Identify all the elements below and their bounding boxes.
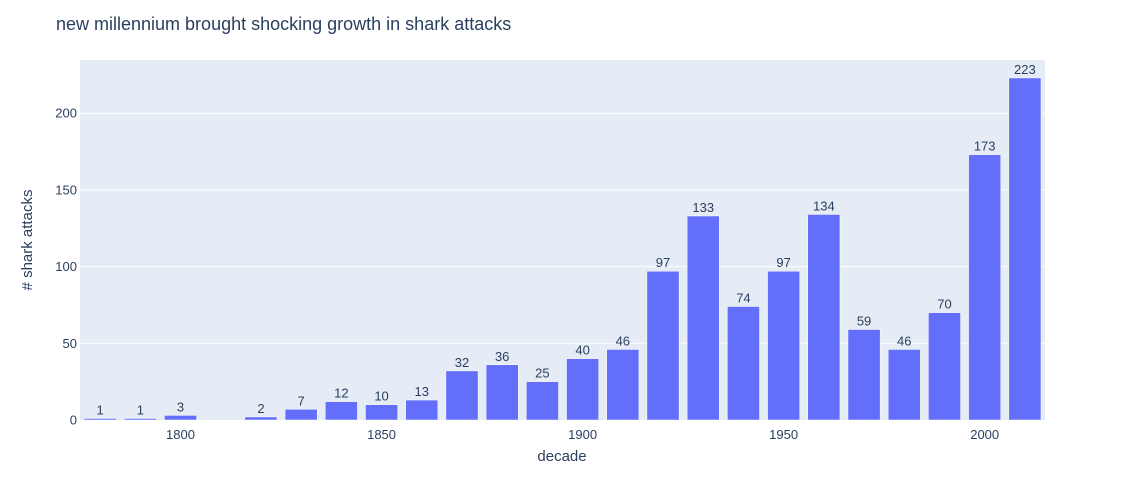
data-label: 173 <box>974 139 996 154</box>
data-label: 7 <box>298 393 305 408</box>
bar <box>566 358 599 421</box>
data-label: 74 <box>736 290 750 305</box>
y-tick-label: 200 <box>55 106 77 121</box>
y-axis-title: # shark attacks <box>19 190 36 291</box>
bar <box>244 416 278 421</box>
data-label: 12 <box>334 386 348 401</box>
data-label: 97 <box>656 255 670 270</box>
data-label: 2 <box>257 401 264 416</box>
bar <box>485 364 519 421</box>
data-label: 223 <box>1014 62 1036 77</box>
data-label: 1 <box>96 402 103 417</box>
data-label: 134 <box>813 198 835 213</box>
bar <box>405 399 439 421</box>
gridlines <box>80 112 1045 344</box>
bar <box>727 306 760 421</box>
data-label: 46 <box>616 333 630 348</box>
bar <box>646 270 680 421</box>
data-label: 40 <box>575 343 589 358</box>
data-label: 70 <box>937 297 951 312</box>
y-tick-label: 0 <box>70 413 77 428</box>
bar <box>365 404 398 421</box>
bar <box>807 214 841 421</box>
x-axis-title: decade <box>537 448 586 465</box>
data-label: 59 <box>857 314 871 329</box>
data-label: 10 <box>374 389 388 404</box>
bar <box>123 418 157 421</box>
x-tick-label: 1900 <box>568 427 597 442</box>
data-label: 97 <box>776 255 790 270</box>
bar <box>526 381 559 421</box>
data-label: 25 <box>535 366 549 381</box>
x-tick-label: 1850 <box>367 427 396 442</box>
data-label: 13 <box>415 384 429 399</box>
bar <box>928 312 961 421</box>
bar <box>606 349 640 421</box>
bar <box>164 415 197 421</box>
bar <box>968 154 1002 421</box>
bar <box>83 418 117 421</box>
bar <box>686 215 720 421</box>
data-label: 46 <box>897 333 911 348</box>
plot-background <box>80 60 1045 420</box>
data-label: 1 <box>137 402 144 417</box>
data-label: 32 <box>455 355 469 370</box>
bar <box>1008 77 1042 421</box>
chart-title: new millennium brought shocking growth i… <box>56 14 511 34</box>
bar <box>445 370 479 421</box>
bar <box>847 329 881 421</box>
bar <box>887 349 921 421</box>
bar <box>767 270 800 421</box>
bars <box>83 77 1042 421</box>
y-tick-label: 150 <box>55 182 77 197</box>
x-tick-label: 1950 <box>769 427 798 442</box>
data-label: 3 <box>177 399 184 414</box>
x-tick-label: 1800 <box>166 427 195 442</box>
data-label: 36 <box>495 349 509 364</box>
bar <box>284 409 318 421</box>
x-axis-ticks: 1800 1850 1900 1950 2000 <box>166 427 999 442</box>
y-tick-label: 50 <box>63 336 77 351</box>
bar <box>325 401 358 421</box>
y-tick-label: 100 <box>55 259 77 274</box>
x-tick-label: 2000 <box>970 427 999 442</box>
y-axis-ticks: 0 50 100 150 200 <box>55 106 77 428</box>
data-label: 133 <box>692 200 714 215</box>
